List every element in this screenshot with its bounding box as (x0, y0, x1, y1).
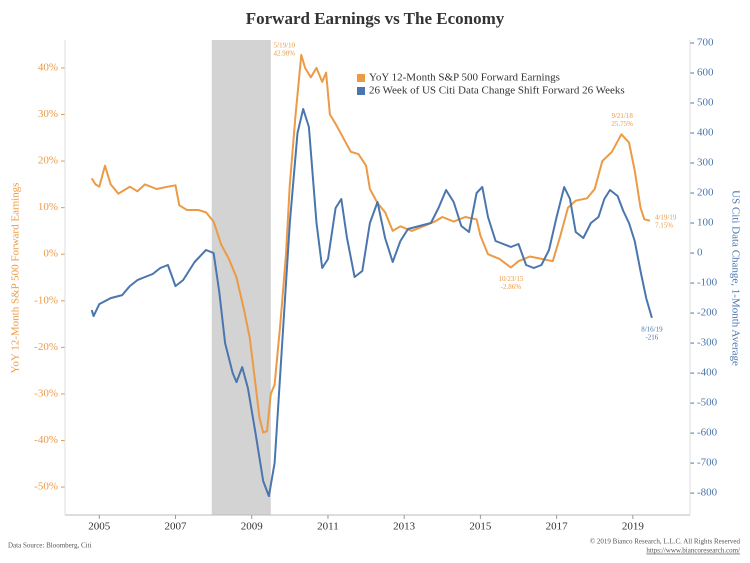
copyright: © 2019 Bianco Research, L.L.C. All Right… (590, 538, 741, 546)
x-tick-label: 2005 (88, 521, 111, 533)
x-tick-label: 2011 (317, 521, 339, 533)
legend-label: YoY 12-Month S&P 500 Forward Earnings (369, 72, 560, 84)
series-line (90, 108, 653, 498)
y2-tick-label: -300 (697, 337, 718, 349)
x-tick-label: 2019 (622, 521, 645, 533)
url: https://www.biancoresearch.com/ (646, 547, 740, 555)
y2-tick-label: -500 (697, 397, 718, 409)
annotation: 4/19/19 (655, 214, 677, 222)
annotation: 5/19/10 (274, 42, 296, 50)
y-tick-label: 10% (38, 201, 58, 213)
annotation: 25.75% (611, 120, 633, 128)
y2-tick-label: 500 (697, 97, 714, 109)
annotation: 10/23/15 (498, 275, 523, 283)
y2-tick-label: 700 (697, 37, 714, 49)
y-tick-label: 0% (43, 248, 58, 260)
y2-tick-label: -200 (697, 307, 718, 319)
chart-title: Forward Earnings vs The Economy (246, 9, 505, 28)
y2-tick-label: 600 (697, 67, 714, 79)
y2-tick-label: 200 (697, 187, 714, 199)
y-tick-label: 20% (38, 155, 58, 167)
legend-label: 26 Week of US Citi Data Change Shift For… (369, 85, 625, 97)
annotation: -216 (645, 333, 658, 341)
recession-shade (211, 40, 271, 515)
annotation: 8/16/19 (641, 325, 663, 333)
annotation: 42.98% (274, 50, 296, 58)
annotation: 9/21/18 (611, 112, 633, 120)
y2-tick-label: 100 (697, 217, 714, 229)
source: Data Source: Bloomberg, Citi (8, 542, 92, 550)
y-tick-label: -50% (34, 481, 58, 493)
y-tick-label: -10% (34, 294, 58, 306)
x-tick-label: 2007 (165, 521, 188, 533)
x-tick-label: 2013 (393, 521, 416, 533)
y2-axis-label: US Citi Data Change, 1-Month Average (729, 190, 741, 366)
x-tick-label: 2015 (469, 521, 492, 533)
y2-tick-label: -800 (697, 487, 718, 499)
y2-tick-label: -600 (697, 427, 718, 439)
y-tick-label: -30% (34, 387, 58, 399)
y-tick-label: 40% (38, 61, 58, 73)
annotation: -2.86% (501, 283, 522, 291)
annotation: 7.15% (655, 222, 673, 230)
x-tick-label: 2009 (241, 521, 264, 533)
y-tick-label: -20% (34, 341, 58, 353)
y2-tick-label: 0 (697, 247, 703, 259)
y2-tick-label: -400 (697, 367, 718, 379)
y2-tick-label: -700 (697, 457, 718, 469)
legend-swatch (357, 74, 365, 82)
y2-tick-label: -100 (697, 277, 718, 289)
x-tick-label: 2017 (546, 521, 569, 533)
y-tick-label: -40% (34, 434, 58, 446)
y-tick-label: 30% (38, 108, 58, 120)
legend-swatch (357, 87, 365, 95)
y2-tick-label: 400 (697, 127, 714, 139)
y-axis-label: YoY 12-Month S&P 500 Forward Earnings (10, 183, 22, 374)
series-line (90, 53, 651, 434)
y2-tick-label: 300 (697, 157, 714, 169)
